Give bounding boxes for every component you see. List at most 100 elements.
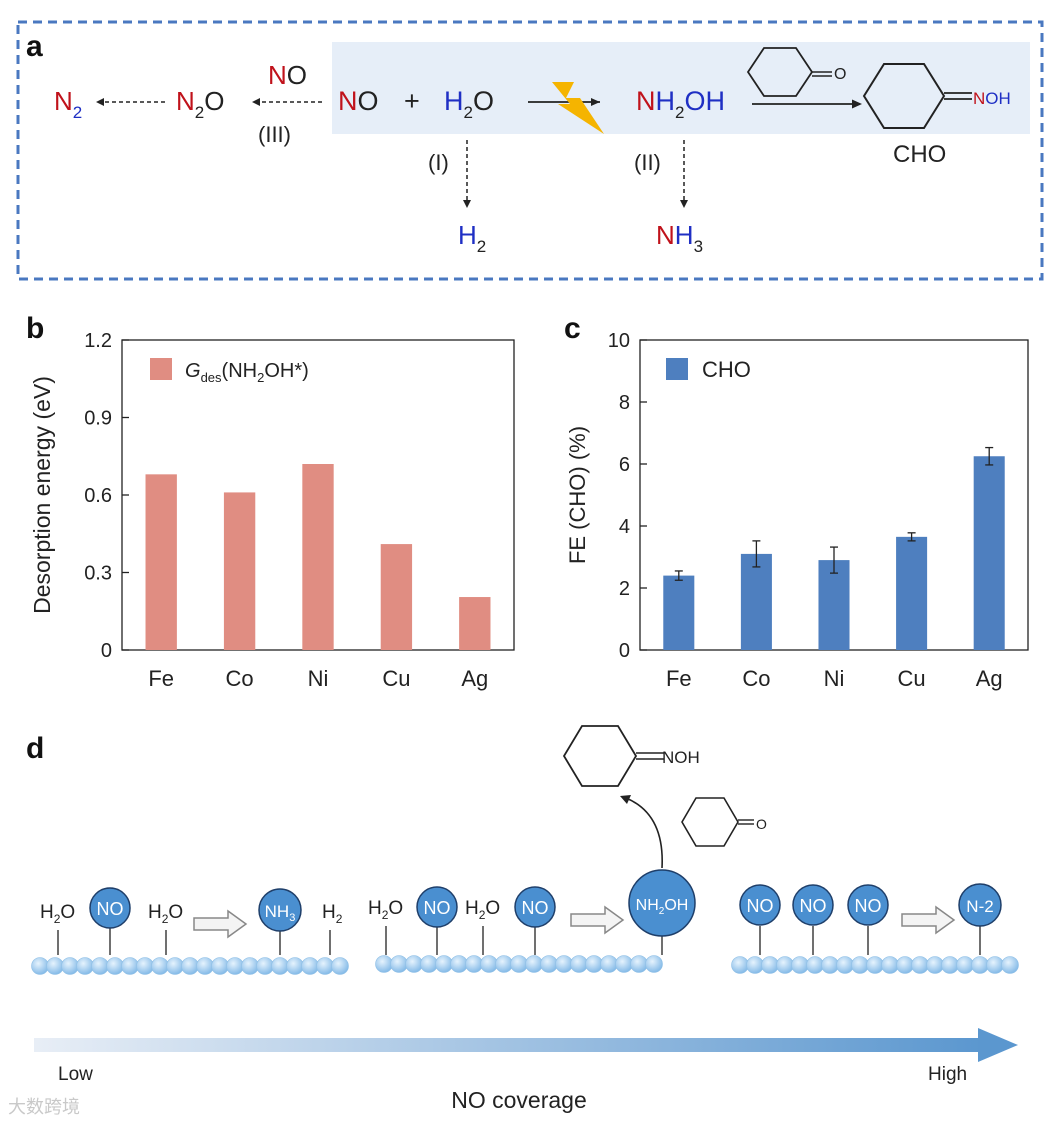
surface-bead: [480, 955, 498, 973]
surface-bead: [570, 955, 588, 973]
surface-bead: [776, 956, 794, 974]
chart-c-ytick-label: 4: [619, 516, 630, 538]
chart-b-ytick-label: 1.2: [84, 330, 112, 352]
chart-c-xtick-label: Ag: [976, 666, 1003, 691]
oxime-noh: NOH: [973, 89, 1011, 108]
surface-bead: [881, 956, 899, 974]
chart-c: c FE (CHO) (%) 0 2 4 6 8 10 Fe Co Ni Cu Ag CHO: [564, 312, 1029, 691]
surface-bead: [136, 957, 154, 975]
oxime-structure-d: NOH: [562, 725, 700, 787]
svg-text:NO: NO: [522, 898, 549, 918]
surface-bead: [1001, 956, 1019, 974]
no-molecule: [514, 886, 556, 928]
surface-bead: [301, 957, 319, 975]
surface-bead: [151, 957, 169, 975]
surface-bead: [866, 956, 884, 974]
surface-bead: [956, 956, 974, 974]
surface-bead: [435, 955, 453, 973]
surface-bead: [241, 957, 259, 975]
chart-b-bar-co: [223, 492, 256, 650]
surface-bead: [746, 956, 764, 974]
product-arrowhead: [852, 99, 862, 109]
h2o-g2b: H2O: [465, 898, 500, 922]
svg-text:N-2: N-2: [966, 897, 993, 916]
svg-text:NO: NO: [747, 896, 774, 916]
panel-a-frame: [16, 20, 1044, 281]
surface-bead: [821, 956, 839, 974]
h2-g1: H2: [322, 902, 343, 926]
high-coverage-group: NO NO NO N-2: [739, 883, 1002, 955]
no-molecule: [792, 884, 834, 926]
step-i-label: (I): [428, 150, 449, 175]
low-coverage-group: H2O NO H2O NH3 H2: [40, 887, 343, 955]
nh3-molecule: [258, 888, 302, 932]
chart-c-yaxis: 0 2 4 6 8 10: [608, 330, 647, 662]
svg-text:NO: NO: [855, 896, 882, 916]
surface-bead: [405, 955, 423, 973]
n2-molecule: [958, 883, 1002, 927]
chart-c-ytick-label: 10: [608, 330, 630, 352]
surface-bead: [375, 955, 393, 973]
product-cho-label: CHO: [893, 141, 946, 168]
chart-b-xtick-label: Ni: [308, 666, 329, 691]
chart-c-xtick-label: Co: [742, 666, 770, 691]
surface-bead: [615, 955, 633, 973]
h2o-g1b: H2O: [148, 902, 183, 926]
process-arrow-2: [570, 905, 625, 935]
surface-beads: [31, 955, 1019, 975]
surface-bead: [450, 955, 468, 973]
panel-d: d NOH O H2O NO H2O: [26, 725, 1019, 1113]
chart-b-ytick-label: 0.9: [84, 408, 112, 430]
surface-bead: [196, 957, 214, 975]
ketone-o-d: O: [756, 816, 767, 832]
panel-d-label: d: [26, 732, 44, 765]
chart-b-bar-ni: [302, 464, 334, 650]
chart-c-ylabel: FE (CHO) (%): [565, 426, 590, 564]
high-label: High: [928, 1064, 967, 1085]
chart-c-xtick-label: Ni: [824, 666, 845, 691]
surface-bead: [420, 955, 438, 973]
no-molecule: [89, 887, 131, 929]
chart-b-yaxis: 0 0.3 0.6 0.9 1.2: [84, 330, 129, 662]
surface-bead: [926, 956, 944, 974]
chart-b-xaxis: Fe Co Ni Cu Ag: [148, 666, 488, 691]
n2-text: N2: [54, 86, 82, 122]
chart-b-legend-swatch: [150, 358, 172, 380]
surface-bead: [731, 956, 749, 974]
chart-c-bars: [663, 446, 1005, 650]
n2o-text: N2O: [176, 86, 224, 122]
svg-text:NO: NO: [424, 898, 451, 918]
surface-bead: [181, 957, 199, 975]
low-label: Low: [58, 1064, 93, 1085]
surface-bead: [495, 955, 513, 973]
surface-bead: [896, 956, 914, 974]
process-arrow-3: [901, 905, 956, 935]
surface-bead: [630, 955, 648, 973]
chart-b-bar-cu: [380, 544, 413, 650]
h2o-text: H2O: [444, 86, 494, 122]
step-iii-label: (III): [258, 122, 291, 147]
coverage-label: NO coverage: [451, 1087, 587, 1113]
no-reagent-text: NO: [268, 60, 307, 90]
chart-b: b Desorption energy (eV) 0 0.3 0.6 0.9 1.2 F…: [26, 312, 515, 691]
surface-bead: [941, 956, 959, 974]
surface-bead: [256, 957, 274, 975]
nh2oh-molecule: [628, 869, 696, 937]
chart-c-bar-fe: [663, 575, 695, 650]
surface-bead: [806, 956, 824, 974]
surface-bead: [76, 957, 94, 975]
arrowhead-n2o: [252, 98, 260, 106]
chart-c-legend-label: CHO: [702, 357, 751, 382]
highlight-box: [332, 42, 1030, 134]
surface-bead: [61, 957, 79, 975]
chart-b-xtick-label: Co: [226, 666, 254, 691]
surface-bead: [91, 957, 109, 975]
surface-bead: [271, 957, 289, 975]
chart-b-ytick-label: 0: [101, 640, 112, 662]
chart-b-xtick-label: Cu: [382, 666, 410, 691]
chart-c-ytick-label: 2: [619, 578, 630, 600]
surface-bead: [851, 956, 869, 974]
surface-bead: [510, 955, 528, 973]
panel-b-label: b: [26, 312, 44, 345]
cyclohexanone-structure: O: [746, 47, 846, 97]
